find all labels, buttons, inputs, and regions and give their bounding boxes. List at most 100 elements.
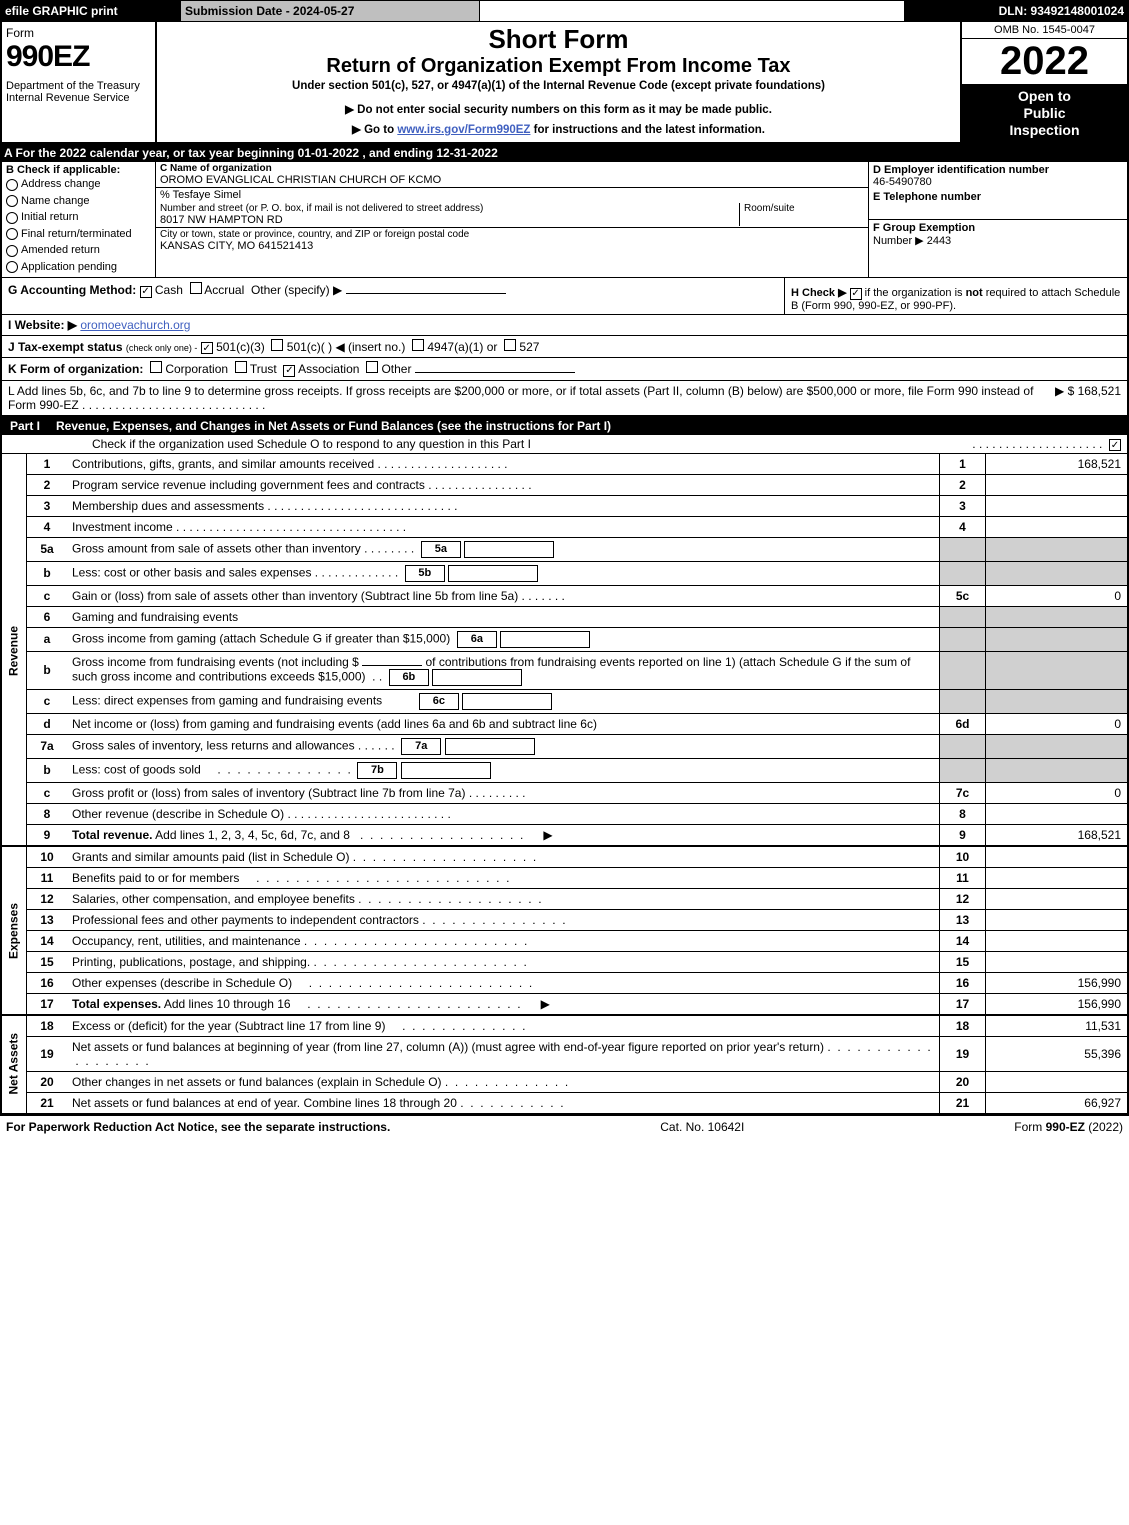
dept-label: Department of the Treasury Internal Reve… [6,80,151,104]
line-5b: bLess: cost or other basis and sales exp… [1,561,1128,585]
note-goto: ▶ Go to www.irs.gov/Form990EZ for instru… [161,122,956,136]
open-to-public: Open to Public Inspection [962,84,1127,142]
j-501c: 501(c)( ) ◀ (insert no.) [287,340,406,354]
line-17: 17Total expenses. Add lines 10 through 1… [1,993,1128,1015]
line-19: 19Net assets or fund balances at beginni… [1,1036,1128,1071]
title-long: Return of Organization Exempt From Incom… [161,55,956,78]
line-14: 14Occupancy, rent, utilities, and mainte… [1,930,1128,951]
footer: For Paperwork Reduction Act Notice, see … [0,1114,1129,1138]
section-j: J Tax-exempt status (check only one) - 5… [0,336,1129,359]
check-amended[interactable]: Amended return [6,242,151,259]
part-1-tab: Part I [6,419,44,433]
part-1-sub: Check if the organization used Schedule … [0,435,1129,454]
h-label: H Check ▶ [791,287,847,299]
line-2: 2Program service revenue including gover… [1,474,1128,495]
l1-ln: 1 [940,454,986,475]
accrual-label: Accrual [204,283,244,297]
efile-label: efile GRAPHIC print [5,4,118,18]
section-c: C Name of organization OROMO EVANGLICAL … [156,162,868,277]
j-501c3: 501(c)(3) [216,340,265,354]
phone [873,203,1123,217]
line-7c: cGross profit or (loss) from sales of in… [1,782,1128,803]
check-address[interactable]: Address change [6,176,151,193]
section-i: I Website: ▶ oromoevachurch.org [0,315,1129,336]
k-other-input[interactable] [415,372,575,373]
line-3: 3Membership dues and assessments . . . .… [1,495,1128,516]
phone-label: E Telephone number [873,191,1123,203]
j-501c-check[interactable] [271,339,283,351]
line-13: 13Professional fees and other payments t… [1,909,1128,930]
line-6a: aGross income from gaming (attach Schedu… [1,627,1128,651]
website-label: I Website: ▶ [8,318,77,332]
section-gh: G Accounting Method: Cash Accrual Other … [0,278,1129,315]
j-501c3-check[interactable] [201,342,213,354]
j-527-check[interactable] [504,339,516,351]
check-pending[interactable]: Application pending [6,259,151,276]
check-pending-label: Application pending [21,259,117,276]
line-5a: 5aGross amount from sale of assets other… [1,537,1128,561]
line-6c: cLess: direct expenses from gaming and f… [1,689,1128,713]
city-row: City or town, state or province, country… [156,228,868,253]
line-20: 20Other changes in net assets or fund ba… [1,1071,1128,1092]
j-label: J Tax-exempt status [8,340,123,354]
section-h: H Check ▶ if the organization is not req… [784,278,1127,314]
title-short: Short Form [161,24,956,55]
org-name: OROMO EVANGLICAL CHRISTIAN CHURCH OF KCM… [160,174,864,186]
h-checkbox[interactable] [850,288,862,300]
line-6d: dNet income or (loss) from gaming and fu… [1,713,1128,734]
k-assoc-check[interactable] [283,365,295,377]
efile-print[interactable]: efile GRAPHIC print [0,0,180,22]
line-9: 9Total revenue. Add lines 1, 2, 3, 4, 5c… [1,824,1128,846]
j-4947-check[interactable] [412,339,424,351]
city-label: City or town, state or province, country… [160,229,864,240]
line-7a: 7aGross sales of inventory, less returns… [1,734,1128,758]
footer-center: Cat. No. 10642I [660,1120,744,1134]
subtitle: Under section 501(c), 527, or 4947(a)(1)… [161,80,956,92]
accrual-checkbox[interactable] [190,282,202,294]
form-header: Form 990EZ Department of the Treasury In… [0,22,1129,144]
expenses-side-label: Expenses [1,846,27,1015]
acct-method-label: G Accounting Method: [8,283,136,297]
addr-label: Number and street (or P. O. box, if mail… [160,203,739,214]
check-initial[interactable]: Initial return [6,209,151,226]
part-1-header: Part I Revenue, Expenses, and Changes in… [0,417,1129,435]
cash-label: Cash [155,283,183,297]
note-ssn: ▶ Do not enter social security numbers o… [161,102,956,116]
k-other-check[interactable] [366,361,378,373]
check-name[interactable]: Name change [6,193,151,210]
name-label: C Name of organization [160,163,864,174]
group-num-label: Number ▶ [873,235,924,247]
check-initial-label: Initial return [21,209,78,226]
other-specify: Other (specify) ▶ [251,283,342,297]
irs-link[interactable]: www.irs.gov/Form990EZ [397,124,530,136]
line-10: Expenses 10Grants and similar amounts pa… [1,846,1128,868]
submission-date: Submission Date - 2024-05-27 [180,0,480,22]
part-1-table: Revenue 1 Contributions, gifts, grants, … [0,454,1129,1114]
check-final[interactable]: Final return/terminated [6,226,151,243]
part-1-check[interactable] [1109,439,1121,451]
l1-d: Contributions, gifts, grants, and simila… [72,457,374,471]
k-trust: Trust [250,362,277,376]
care-of: % Tesfaye Simel [156,188,868,202]
form-number: 990EZ [6,40,151,74]
cash-checkbox[interactable] [140,286,152,298]
section-def: D Employer identification number 46-5490… [868,162,1127,277]
section-b: B Check if applicable: Address change Na… [2,162,156,277]
k-assoc: Association [298,362,359,376]
k-trust-check[interactable] [235,361,247,373]
k-other: Other [381,362,411,376]
section-a: A For the 2022 calendar year, or tax yea… [0,144,1129,162]
check-final-label: Final return/terminated [21,226,132,243]
part-1-heading: Revenue, Expenses, and Changes in Net As… [56,419,611,433]
city: KANSAS CITY, MO 641521413 [160,240,864,252]
line-4: 4Investment income . . . . . . . . . . .… [1,516,1128,537]
submission-label: Submission Date - 2024-05-27 [185,4,354,18]
k-corp-check[interactable] [150,361,162,373]
j-527: 527 [519,340,539,354]
website-link[interactable]: oromoevachurch.org [80,318,190,332]
line-5c: cGain or (loss) from sale of assets othe… [1,585,1128,606]
ein: 46-5490780 [873,176,1123,188]
other-input[interactable] [346,293,506,294]
section-a-text: A For the 2022 calendar year, or tax yea… [4,146,498,160]
line-11: 11Benefits paid to or for members . . . … [1,867,1128,888]
